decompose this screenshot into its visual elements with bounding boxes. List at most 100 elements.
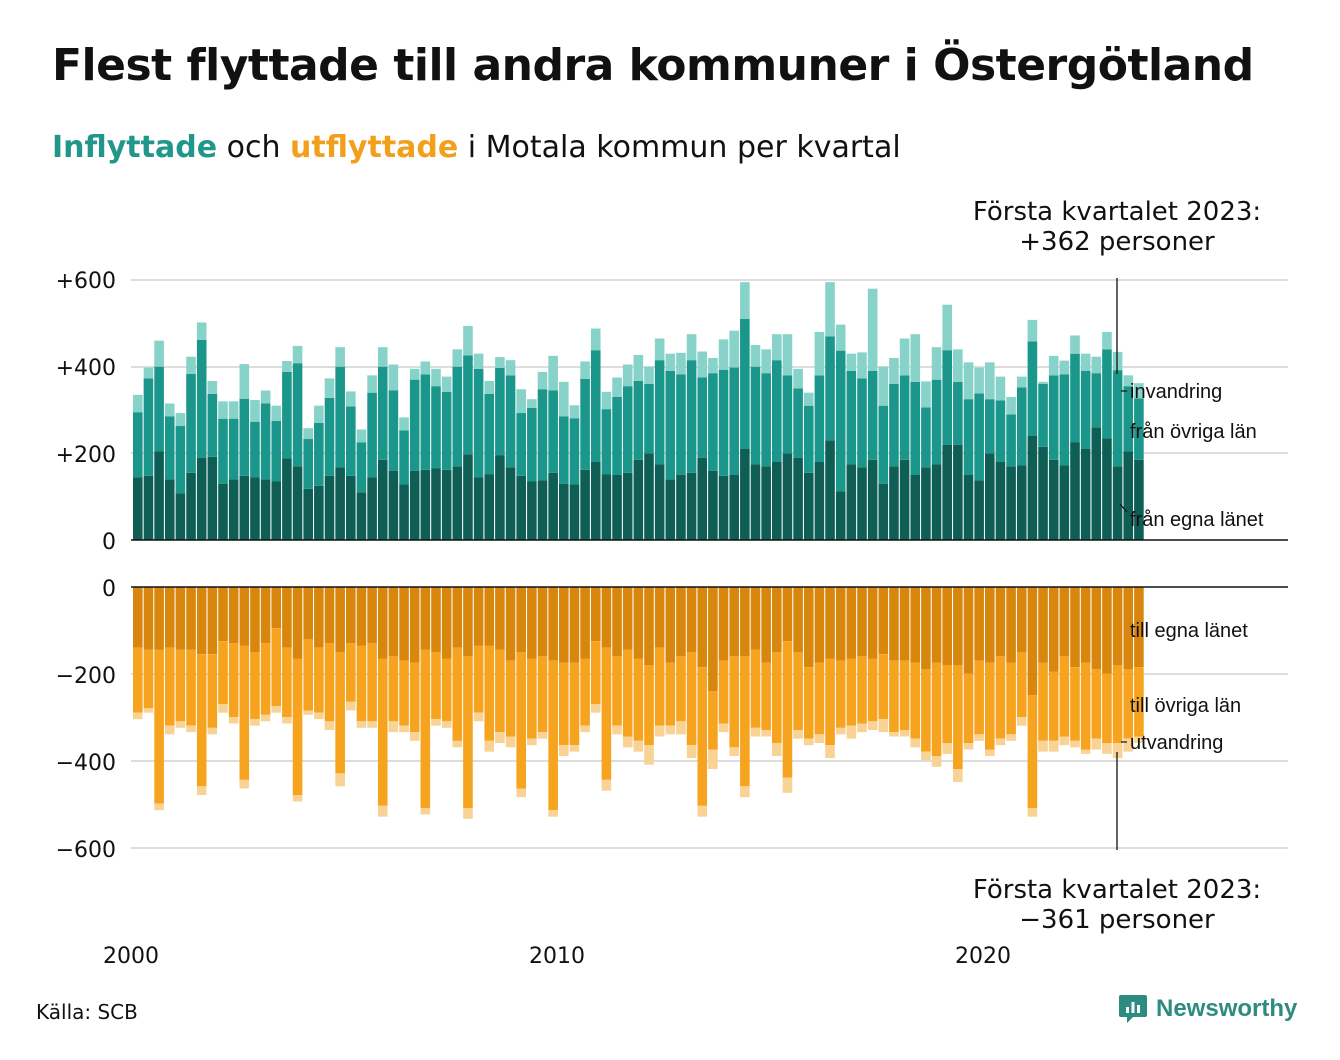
bar-in-own-1 — [143, 475, 154, 540]
bar-out-emig-47 — [633, 740, 644, 752]
y-tick-bottom-600: −600 — [56, 838, 116, 863]
bar-out-emig-28 — [431, 719, 441, 726]
bar-in-immig-25 — [399, 417, 409, 431]
bar-in-immig-55 — [718, 339, 729, 370]
bar-in-other-72 — [899, 375, 910, 460]
bar-in-immig-52 — [686, 334, 697, 361]
bar-in-other-33 — [484, 393, 495, 475]
bar-in-own-67 — [846, 464, 857, 540]
bar-out-other-1 — [143, 649, 154, 709]
bar-in-other-14 — [282, 371, 292, 459]
bar-in-own-58 — [750, 464, 761, 540]
y-axis-top: +600 +400 +200 0 — [56, 269, 116, 555]
bar-in-immig-38 — [537, 371, 548, 390]
bar-in-other-87 — [1059, 374, 1070, 466]
bar-out-other-78 — [963, 673, 974, 743]
bar-in-own-57 — [740, 449, 750, 540]
bar-in-other-40 — [559, 416, 569, 484]
bar-in-own-23 — [377, 459, 388, 540]
bar-out-own-35 — [505, 587, 516, 661]
bar-in-immig-29 — [441, 376, 452, 392]
bar-in-immig-77 — [953, 349, 963, 382]
bar-out-own-10 — [239, 587, 250, 646]
bar-out-other-85 — [1038, 662, 1048, 741]
bar-in-immig-86 — [1048, 355, 1059, 376]
bar-out-own-45 — [612, 587, 622, 657]
bar-out-emig-72 — [899, 730, 910, 737]
bar-in-other-8 — [218, 418, 228, 484]
bar-out-other-55 — [718, 660, 729, 724]
top-annotation-line2: +362 personer — [1019, 227, 1215, 257]
bar-in-own-92 — [1112, 466, 1123, 540]
bar-out-own-76 — [942, 587, 952, 665]
bar-out-emig-78 — [963, 743, 974, 750]
bar-out-emig-52 — [686, 745, 697, 759]
series-labels-top: invandring från övriga län från egna län… — [1119, 381, 1264, 531]
bar-out-emig-33 — [484, 740, 495, 752]
bar-in-own-14 — [282, 458, 292, 540]
bar-in-own-50 — [665, 479, 676, 540]
bar-in-other-29 — [441, 391, 452, 470]
bar-in-immig-34 — [495, 357, 505, 368]
bar-in-own-45 — [612, 475, 622, 540]
bar-out-own-24 — [388, 587, 399, 657]
subtitle-rest: i Motala kommun per kvartal — [458, 130, 901, 165]
bar-in-own-12 — [260, 479, 271, 540]
bar-in-own-43 — [590, 462, 601, 540]
bar-in-other-31 — [463, 355, 473, 455]
bar-out-other-64 — [814, 662, 825, 735]
y-tick-bottom-0: 0 — [102, 577, 116, 602]
bar-out-own-5 — [186, 587, 196, 650]
bar-out-emig-41 — [569, 745, 580, 752]
y-tick-bottom-400: −400 — [56, 751, 116, 776]
bar-in-other-56 — [729, 367, 739, 475]
bar-out-own-49 — [654, 587, 665, 648]
bar-out-emig-22 — [367, 721, 377, 728]
bar-in-other-35 — [505, 375, 516, 468]
bar-in-own-16 — [303, 488, 313, 540]
bar-out-emig-36 — [516, 788, 526, 798]
bar-in-immig-28 — [431, 368, 441, 387]
bar-in-own-75 — [931, 464, 942, 540]
bar-in-immig-2 — [154, 340, 164, 367]
bar-out-emig-19 — [335, 773, 345, 787]
bar-in-immig-89 — [1080, 353, 1091, 371]
bar-out-other-74 — [921, 669, 931, 752]
bar-out-other-68 — [857, 656, 867, 724]
bar-out-own-87 — [1059, 587, 1070, 657]
bar-out-other-62 — [793, 652, 803, 730]
bar-out-emig-6 — [196, 786, 207, 795]
bar-in-other-20 — [346, 406, 356, 476]
bar-in-own-53 — [697, 457, 708, 540]
bar-out-emig-90 — [1091, 738, 1102, 750]
bar-in-other-67 — [846, 371, 857, 465]
bar-out-emig-94 — [1134, 736, 1144, 743]
bar-in-other-37 — [527, 407, 537, 482]
bar-out-other-9 — [228, 643, 239, 717]
bar-in-other-39 — [548, 390, 558, 473]
bottom-annotation-line1: Första kvartalet 2023: — [973, 875, 1261, 905]
bar-out-other-23 — [377, 658, 388, 806]
bar-in-immig-87 — [1059, 360, 1070, 375]
bar-in-immig-6 — [196, 322, 207, 340]
bar-in-own-34 — [495, 455, 505, 540]
bar-out-other-57 — [740, 656, 750, 787]
bar-out-emig-48 — [644, 745, 654, 765]
bar-out-own-28 — [431, 587, 441, 652]
bar-in-other-47 — [633, 380, 644, 460]
bar-out-own-48 — [644, 587, 654, 665]
bar-out-other-90 — [1091, 669, 1102, 739]
bar-in-own-15 — [292, 466, 303, 540]
bar-out-other-27 — [420, 649, 431, 808]
bar-in-immig-23 — [377, 347, 388, 367]
bar-in-own-47 — [633, 459, 644, 540]
bar-in-own-51 — [676, 475, 686, 540]
bar-out-emig-55 — [718, 723, 729, 733]
bar-out-emig-44 — [601, 779, 612, 791]
bar-in-immig-16 — [303, 428, 313, 440]
bar-in-other-64 — [814, 375, 825, 462]
bar-in-other-59 — [761, 373, 771, 467]
bar-in-immig-37 — [527, 399, 537, 408]
bar-out-emig-0 — [133, 712, 143, 720]
bar-out-emig-15 — [292, 795, 303, 802]
